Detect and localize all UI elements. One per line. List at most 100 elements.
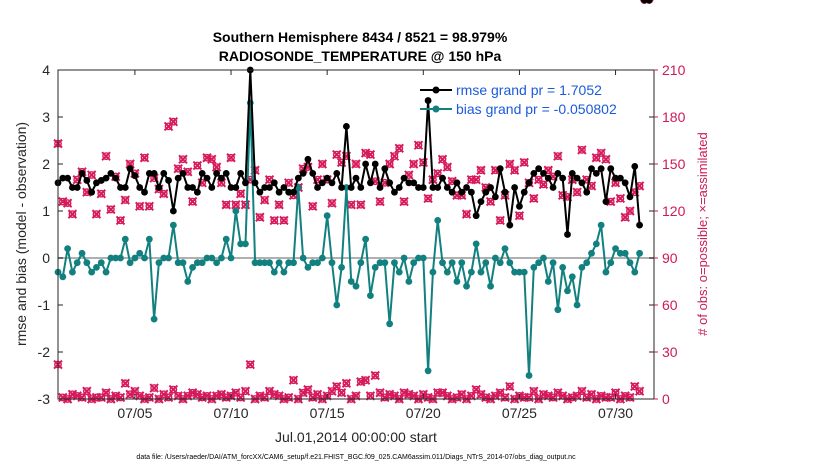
obs-high-point-circle	[102, 152, 110, 161]
rmse-point	[126, 165, 134, 173]
obs-high-point-cross	[159, 189, 169, 199]
bias-point	[559, 264, 567, 271]
obs-high-point-circle	[433, 169, 442, 178]
bias-point	[242, 240, 249, 248]
bias-series	[54, 0, 653, 379]
obs-low-point-cross	[481, 392, 491, 403]
rmse-point	[323, 174, 331, 182]
obs-high-point-cross	[115, 215, 126, 226]
bias-point	[583, 259, 591, 267]
obs-low-point-cross	[630, 381, 640, 392]
bias-point	[126, 259, 134, 267]
bias-point	[261, 259, 269, 267]
obs-high-point-circle	[164, 122, 173, 131]
bias-point	[160, 254, 168, 262]
obs-low-point-cross	[284, 392, 294, 403]
obs-high-point-circle	[626, 207, 634, 215]
obs-high-point-circle	[573, 188, 581, 197]
rmse-point	[434, 184, 442, 191]
obs-low-point-cross	[399, 388, 409, 398]
rmse-point	[189, 184, 196, 191]
obs-low-point-cross	[259, 392, 270, 403]
bias-point	[415, 254, 422, 262]
obs-high-point-circle	[467, 175, 476, 184]
obs-low-point-cross	[582, 392, 592, 403]
obs-low-point-cross	[130, 386, 140, 396]
rmse-point	[270, 179, 278, 187]
obs-high-point-cross	[173, 163, 183, 174]
obs-high-point-cross	[221, 200, 231, 210]
obs-high-point-circle	[222, 200, 231, 209]
x-tick-label: 07/30	[598, 405, 633, 421]
obs-high-point-circle	[515, 211, 524, 220]
obs-low-point-cross	[288, 375, 299, 385]
bias-point	[564, 287, 571, 295]
obs-high-point-circle	[400, 197, 408, 206]
rmse-point	[487, 184, 494, 191]
rmse-point	[482, 188, 490, 196]
rmse-point	[242, 179, 249, 187]
bias-point	[314, 259, 321, 267]
y-tick-label: -2	[38, 344, 51, 360]
chart-title-line2: RADIOSONDE_TEMPERATURE @ 150 hPa	[219, 48, 502, 64]
bias-point	[347, 278, 355, 285]
y2-tick-label: 180	[662, 109, 686, 125]
bias-point	[299, 254, 307, 262]
rmse-point	[362, 160, 370, 168]
bias-point	[568, 273, 576, 281]
obs-high-point-circle	[174, 164, 183, 173]
bias-point	[198, 259, 206, 267]
bias-point	[612, 245, 619, 253]
rmse-point	[261, 184, 269, 191]
rmse-point	[145, 170, 153, 177]
obs-high-point-cross	[519, 157, 529, 168]
rmse-point	[69, 184, 76, 191]
rmse-point	[588, 165, 595, 173]
rmse-point	[597, 165, 605, 173]
obs-high-point-circle	[544, 166, 553, 175]
bias-point	[266, 259, 273, 267]
obs-low-point-circle	[121, 379, 130, 388]
bias-point	[131, 254, 139, 262]
obs-high-point-circle	[145, 202, 154, 211]
obs-low-point-cross	[610, 388, 621, 398]
obs-high-point-cross	[365, 149, 376, 160]
obs-high-point-cross	[476, 165, 486, 175]
obs-high-point-cross	[96, 189, 106, 199]
obs-high-point-cross	[178, 154, 188, 165]
obs-high-point-cross	[529, 193, 539, 204]
legend-bias-marker	[432, 105, 440, 113]
data-file-footer: data file: /Users/raeder/DAI/ATM_forcXX/…	[136, 454, 576, 461]
bias-point	[362, 235, 370, 243]
bias-point	[88, 268, 96, 276]
rmse-point	[184, 184, 192, 191]
y-axis-label: rmse and bias (model - observation)	[13, 122, 29, 346]
obs-high-point-circle	[356, 200, 365, 209]
obs-high-point-circle	[376, 197, 384, 206]
obs-high-point-circle	[409, 160, 418, 168]
bias-point	[511, 268, 519, 276]
obs-low-point-cross	[168, 384, 179, 395]
obs-low-point-cross	[586, 389, 597, 400]
rmse-point	[83, 177, 91, 184]
bias-point	[448, 259, 456, 267]
bias-point	[93, 264, 100, 271]
obs-low-point-circle	[342, 379, 351, 388]
rmse-point	[150, 170, 158, 177]
obs-low-point-circle	[433, 388, 442, 397]
obs-low-point-circle	[241, 387, 250, 396]
rmse-point	[314, 184, 321, 191]
obs-high-point-cross	[375, 196, 385, 207]
rmse-point	[251, 179, 259, 187]
bias-point	[491, 254, 499, 262]
obs-high-point-cross	[255, 212, 265, 222]
obs-low-point-circle	[289, 376, 298, 385]
obs-high-point-circle	[616, 194, 625, 203]
bias-point	[203, 254, 211, 262]
bias-point	[616, 249, 624, 257]
obs-low-point-cross	[524, 392, 534, 403]
bias-point	[516, 268, 523, 276]
rmse-point	[294, 174, 302, 182]
rmse-point	[405, 179, 413, 187]
obs-low-point-cross	[159, 389, 169, 400]
